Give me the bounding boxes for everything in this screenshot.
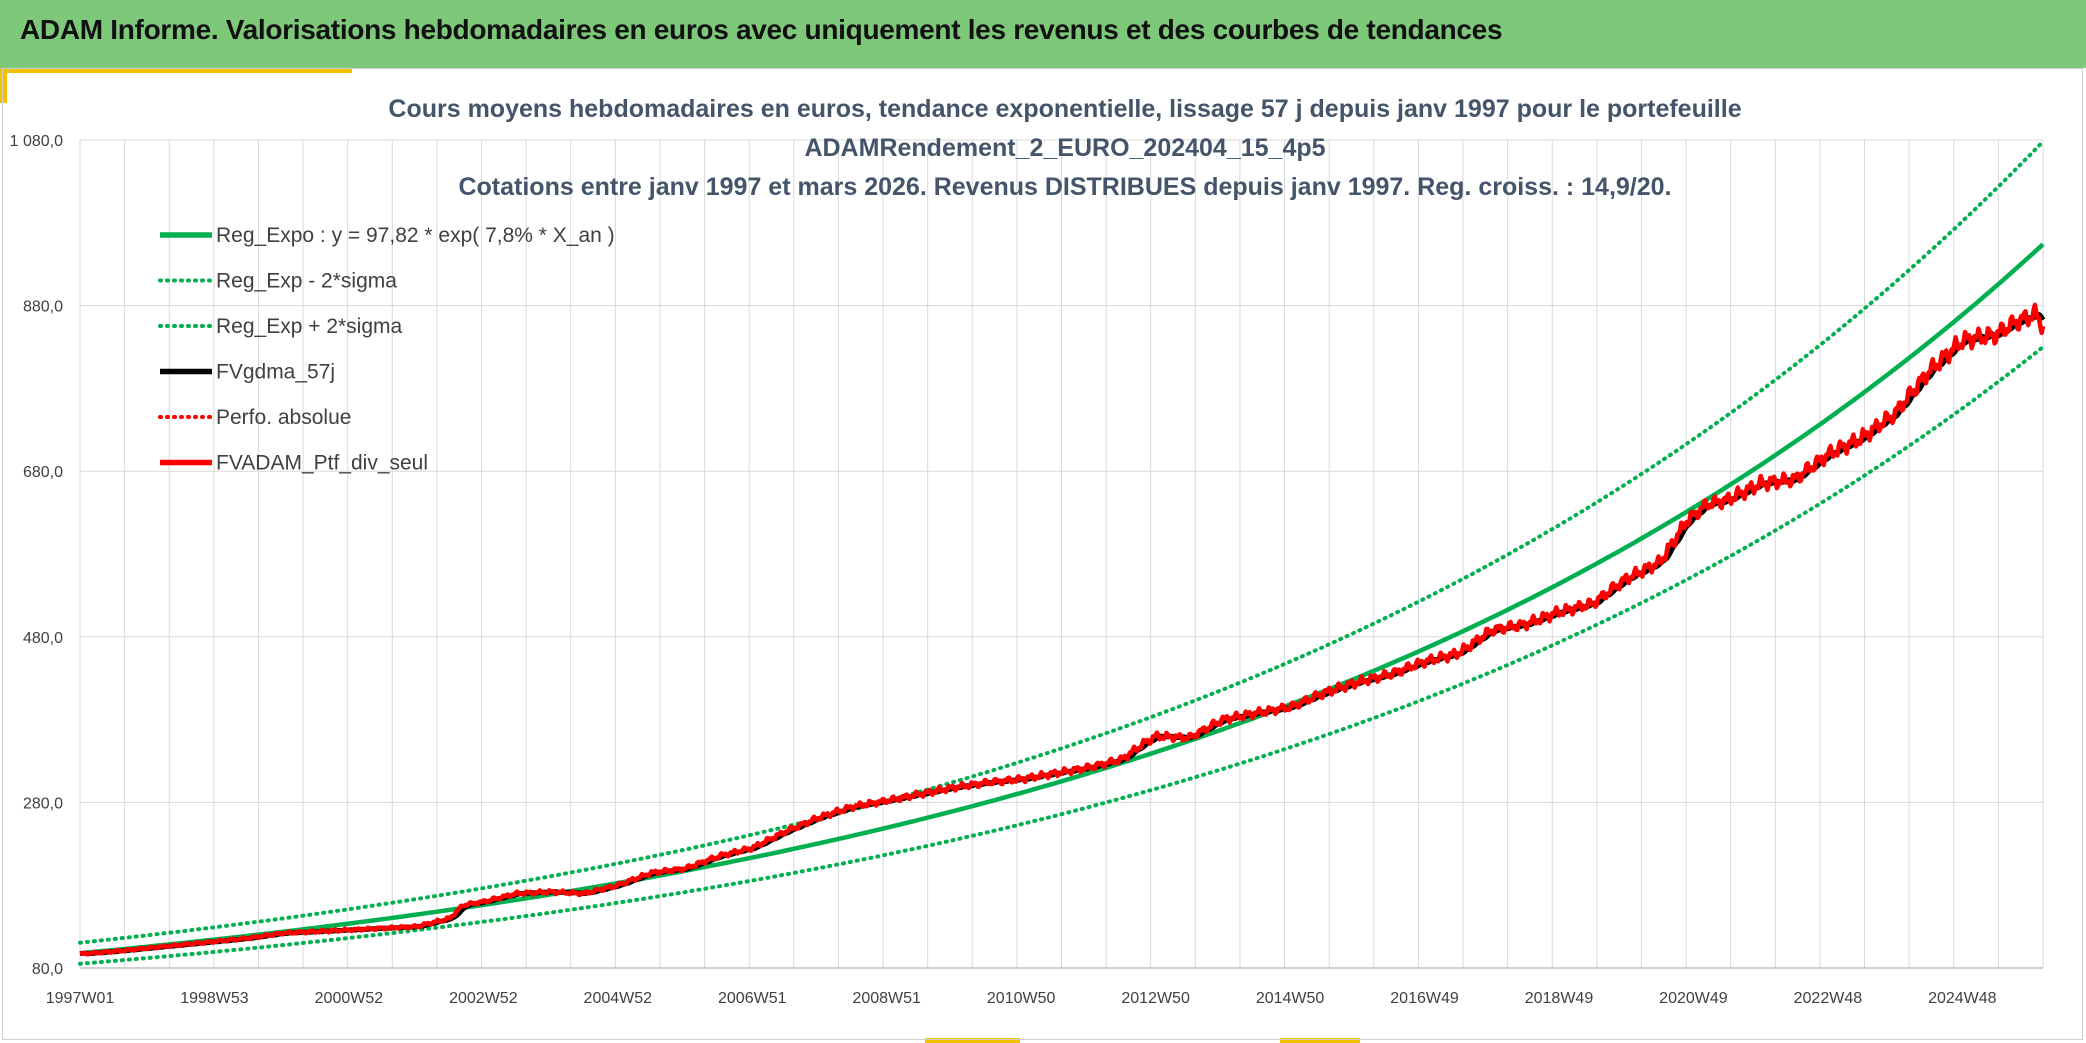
series-reg-plus-2sigma <box>78 139 2045 945</box>
y-tick-label: 80,0 <box>32 961 63 978</box>
series-reg-minus-2sigma <box>78 345 2045 966</box>
x-axis-tick-labels: 1997W01 1998W53 2000W52 2002W52 2004W52 2006W… <box>46 990 1997 1007</box>
chart-frame <box>2 68 2083 1040</box>
page-title: ADAM Informe. Valorisations hebdomadaire… <box>20 14 1503 45</box>
y-tick-label: 1 080,0 <box>10 133 63 150</box>
x-tick-label: 2010W50 <box>987 990 1056 1007</box>
x-tick-label: 2006W51 <box>718 990 787 1007</box>
y-axis-tick-labels: 80,0 280,0 480,0 680,0 880,0 1 080,0 <box>10 133 63 978</box>
x-tick-label: 2022W48 <box>1794 990 1863 1007</box>
x-tick-label: 2002W52 <box>449 990 518 1007</box>
x-tick-label: 2004W52 <box>584 990 653 1007</box>
series-layer <box>78 139 2046 966</box>
x-tick-label: 2014W50 <box>1256 990 1325 1007</box>
x-tick-label: 2018W49 <box>1525 990 1594 1007</box>
accent-bar-left <box>0 68 7 103</box>
legend-label-perfo: Perfo. absolue <box>216 406 351 429</box>
x-tick-label: 1998W53 <box>180 990 249 1007</box>
x-tick-label: 2008W51 <box>852 990 921 1007</box>
legend-label-fvadam: FVADAM_Ptf_div_seul <box>216 452 428 475</box>
header-band <box>0 0 2086 68</box>
chart-title-line-1: Cours moyens hebdomadaires en euros, ten… <box>388 95 1741 123</box>
legend-label-fvgdma: FVgdma_57j <box>216 361 335 384</box>
x-tick-label: 2016W49 <box>1390 990 1459 1007</box>
accent-bar-bottom-1 <box>925 1038 1020 1043</box>
y-tick-label: 880,0 <box>23 299 63 316</box>
chart-title-line-2: ADAMRendement_2_EURO_202404_15_4p5 <box>804 134 1325 162</box>
x-tick-label: 2024W48 <box>1928 990 1997 1007</box>
y-tick-label: 680,0 <box>23 464 63 481</box>
series-reg-expo <box>79 242 2045 956</box>
legend-label-reg_plus: Reg_Exp + 2*sigma <box>216 315 403 338</box>
y-tick-label: 480,0 <box>23 630 63 647</box>
legend-label-reg_expo: Reg_Expo : y = 97,82 * exp( 7,8% * X_an … <box>216 224 615 247</box>
y-tick-label: 280,0 <box>23 795 63 812</box>
legend-label-reg_minus: Reg_Exp - 2*sigma <box>216 270 397 293</box>
x-tick-label: 2000W52 <box>315 990 384 1007</box>
accent-bar-bottom-2 <box>1280 1038 1360 1043</box>
accent-bar-top-left <box>0 68 352 73</box>
chart-grid <box>79 139 2044 969</box>
x-tick-label: 2012W50 <box>1121 990 1190 1007</box>
series-fvadam-ptf-div-seul <box>79 302 2046 957</box>
x-tick-label: 1997W01 <box>46 990 115 1007</box>
chart-title-line-3: Cotations entre janv 1997 et mars 2026. … <box>458 173 1671 201</box>
chart-legend: Reg_Expo : y = 97,82 * exp( 7,8% * X_an … <box>158 224 615 475</box>
x-tick-label: 2020W49 <box>1659 990 1728 1007</box>
